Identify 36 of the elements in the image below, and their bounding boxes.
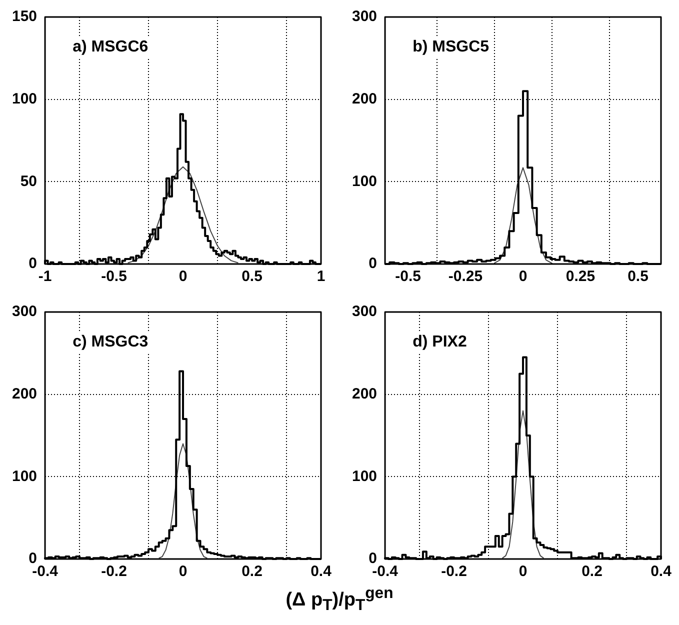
x-tick-label: 0.4: [310, 563, 332, 580]
y-tick-label: 200: [12, 385, 38, 402]
y-tick-label: 100: [12, 90, 38, 108]
x-tick-label: 0.4: [650, 563, 672, 580]
annotation: b) MSGC5: [412, 38, 490, 56]
x-tick-label: -0.5: [395, 268, 421, 286]
y-tick-label: 100: [352, 468, 378, 485]
y-tick-label: 0: [368, 255, 378, 272]
x-tick-label: 0.5: [628, 268, 648, 286]
y-tick-label: 50: [20, 172, 38, 190]
x-tick-label: 0: [178, 563, 188, 580]
y-tick-label: 200: [352, 385, 378, 402]
y-tick-label: 150: [12, 8, 38, 26]
annotation: d) PIX2: [412, 333, 467, 350]
x-tick-label: 0: [178, 268, 188, 286]
x-tick-label: -0.5: [101, 268, 127, 286]
y-tick-label: 300: [352, 8, 378, 26]
y-tick-label: 300: [12, 303, 38, 320]
y-tick-label: 100: [12, 468, 38, 485]
x-tick-label: 0: [518, 563, 528, 580]
y-tick-label: 100: [352, 172, 378, 190]
y-tick-label: 0: [28, 255, 38, 272]
x-tick-label: 0: [518, 268, 528, 286]
annotation: a) MSGC6: [72, 38, 148, 56]
x-tick-label: -1: [38, 268, 52, 286]
y-tick-label: 300: [352, 303, 378, 320]
x-tick-label: -0.2: [101, 563, 127, 580]
x-tick-label: 0.25: [566, 268, 596, 286]
x-tick-label: -0.2: [441, 563, 467, 580]
y-tick-label: 200: [352, 90, 378, 108]
x-tick-label: 1: [316, 268, 326, 286]
x-tick-label: 0.2: [582, 563, 602, 580]
x-tick-label: 0.5: [242, 268, 262, 286]
x-tick-label: 0.2: [242, 563, 262, 580]
x-tick-label: -0.25: [448, 268, 483, 286]
annotation: c) MSGC3: [72, 333, 148, 350]
